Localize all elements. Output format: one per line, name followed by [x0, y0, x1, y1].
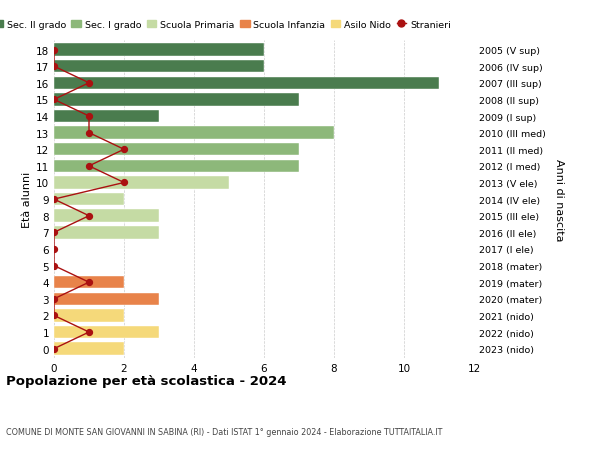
Bar — [54, 94, 299, 106]
Bar — [54, 309, 124, 322]
Point — [49, 312, 59, 319]
Y-axis label: Età alunni: Età alunni — [22, 172, 32, 228]
Bar — [54, 160, 299, 173]
Bar — [54, 127, 334, 140]
Point — [49, 96, 59, 104]
Point — [49, 296, 59, 303]
Point — [84, 113, 94, 120]
Bar — [54, 326, 159, 339]
Point — [84, 279, 94, 286]
Point — [49, 63, 59, 71]
Point — [84, 163, 94, 170]
Bar — [54, 144, 299, 156]
Text: COMUNE DI MONTE SAN GIOVANNI IN SABINA (RI) - Dati ISTAT 1° gennaio 2024 - Elabo: COMUNE DI MONTE SAN GIOVANNI IN SABINA (… — [6, 427, 442, 436]
Bar — [54, 276, 124, 289]
Point — [84, 129, 94, 137]
Bar — [54, 111, 159, 123]
Y-axis label: Anni di nascita: Anni di nascita — [554, 158, 564, 241]
Bar — [54, 177, 229, 189]
Point — [49, 246, 59, 253]
Text: Popolazione per età scolastica - 2024: Popolazione per età scolastica - 2024 — [6, 374, 287, 387]
Point — [49, 196, 59, 203]
Bar — [54, 343, 124, 355]
Point — [49, 263, 59, 270]
Bar — [54, 227, 159, 239]
Point — [119, 146, 129, 154]
Point — [84, 329, 94, 336]
Bar — [54, 193, 124, 206]
Bar — [54, 78, 439, 90]
Point — [84, 80, 94, 87]
Point — [49, 47, 59, 54]
Point — [49, 229, 59, 236]
Legend: Sec. II grado, Sec. I grado, Scuola Primaria, Scuola Infanzia, Asilo Nido, Stran: Sec. II grado, Sec. I grado, Scuola Prim… — [0, 17, 454, 34]
Point — [49, 345, 59, 353]
Point — [84, 213, 94, 220]
Bar — [54, 44, 264, 56]
Bar — [54, 61, 264, 73]
Bar — [54, 293, 159, 305]
Bar — [54, 210, 159, 223]
Point — [119, 179, 129, 187]
